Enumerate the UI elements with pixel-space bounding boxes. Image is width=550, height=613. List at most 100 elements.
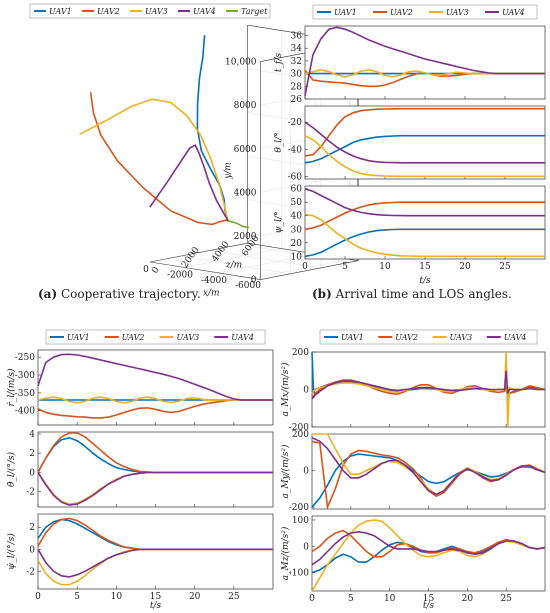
legend-box (319, 329, 538, 345)
legend-label-uav2: UAV2 (395, 333, 418, 342)
legend-label-uav2: UAV2 (122, 333, 145, 342)
x-tick-label: 5 (74, 592, 80, 602)
y-axis-label: y/m (224, 162, 234, 180)
grid-line (209, 250, 321, 269)
legend-label-uav3: UAV3 (145, 7, 168, 16)
y-tick-label: 30 (291, 70, 303, 80)
legend-label-uav3: UAV3 (177, 333, 200, 342)
x-tick-label: -6000 (235, 281, 261, 291)
caption-b: (b) Arrival time and LOS angles. (312, 287, 512, 301)
y-tick-label: 2000 (234, 232, 257, 242)
series-line-uav2 (311, 529, 546, 558)
series-line-uav4 (304, 187, 545, 217)
x-tick-label: 10 (111, 592, 123, 602)
panel-d-accelerations: UAV1 UAV2 UAV3 UAV4-2000200a_Mx/(m/s²)-2000… (280, 329, 546, 611)
y-tick-label: 60 (291, 185, 303, 195)
legend-label-uav1: UAV1 (334, 8, 357, 17)
y-tick-label: 40 (291, 212, 303, 222)
y-tick-label: -2 (26, 567, 35, 577)
x-tick-label: 10 (379, 262, 391, 272)
legend-label-uav3: UAV3 (450, 333, 473, 342)
series-line-uav1 (304, 134, 545, 164)
y-tick-label: 0 (303, 386, 309, 396)
y-axis-label: ψ_l/° (274, 212, 284, 234)
y-tick-label: -250 (15, 353, 35, 363)
series-line-uav4 (311, 530, 546, 566)
x-tick-label: -2000 (167, 270, 193, 280)
y-tick-label: -100 (289, 569, 309, 579)
x-tick-label: -4000 (201, 276, 227, 286)
y-tick-label: 0 (29, 468, 35, 478)
series-line-uav4 (37, 471, 273, 506)
axis-line (149, 261, 261, 280)
series-line-uav2 (304, 107, 545, 157)
y-axis-label: a_Mz/(m/s²) (280, 526, 291, 580)
z-tick-label: 2000 (180, 245, 201, 270)
grid-line (183, 248, 282, 268)
legend-label-uav1: UAV1 (49, 7, 72, 16)
x-axis-label: x/m (203, 289, 220, 299)
plot-area (37, 349, 274, 426)
legend-label-target: Target (241, 7, 268, 16)
y-tick-label: 36 (291, 32, 303, 42)
panel-c-los-rates: UAV1 UAV2 UAV3 UAV4-400-350-300-250ṙ_l/(m/s… (6, 329, 274, 611)
x-tick-label: 25 (228, 592, 240, 602)
series-line-uav2 (311, 379, 546, 399)
series-line-uav3 (304, 213, 545, 258)
series-line-uav2 (304, 201, 545, 231)
legend-label-uav2: UAV2 (97, 7, 120, 16)
x-tick-label: 20 (189, 592, 201, 602)
y-tick-label: 0 (303, 542, 309, 552)
series-line-uav1 (304, 228, 545, 258)
series-line-uav4 (37, 548, 273, 578)
y-axis-label: a_My/(m/s²) (280, 444, 291, 499)
x-tick-label: 0 (302, 262, 308, 272)
x-tick-label: 15 (423, 594, 435, 604)
z-tick-label: 0 (150, 265, 162, 276)
series-line-uav3 (312, 433, 546, 496)
legend-label-uav2: UAV2 (390, 8, 413, 17)
y-axis-label: t_f/s (274, 53, 284, 72)
series-line-uav4 (311, 370, 545, 400)
y-tick-label: 20 (291, 239, 303, 249)
trajectory-target (227, 220, 250, 229)
x-tick-label: 0 (35, 592, 41, 602)
series-line-uav3 (304, 134, 545, 178)
plot-area (304, 185, 546, 260)
x-tick-label: 10 (384, 594, 396, 604)
panel-b-arrival-los: UAV1 UAV2 UAV3 UAV4 26 28 30 32 34 36 t_f/s -60 -40 -… (274, 4, 546, 286)
x-tick-label: 15 (150, 592, 162, 602)
series-line-uav4 (37, 353, 273, 401)
plot-area (37, 513, 274, 590)
y-tick-label: 50 (291, 198, 303, 208)
trajectory-uav4 (149, 144, 229, 222)
x-tick-label: 25 (500, 594, 512, 604)
y-tick-label: 10 (291, 252, 303, 262)
y-tick-label: -200 (289, 423, 309, 433)
y-tick-label: 2 (29, 523, 35, 533)
y-tick-label: 26 (291, 95, 303, 105)
grid-line (217, 253, 316, 273)
y-tick-label: 32 (291, 57, 302, 67)
y-tick-label: -20 (288, 118, 303, 128)
legend-label-uav1: UAV1 (341, 333, 364, 342)
x-tick-label: 20 (462, 594, 474, 604)
x-axis-label: t/s (150, 601, 162, 611)
y-tick-label: 2 (29, 449, 35, 459)
y-tick-label: 200 (292, 348, 309, 358)
y-axis-label: θ_l/° (274, 132, 284, 152)
x-tick-label: 5 (348, 594, 354, 604)
plot-area (37, 431, 274, 508)
y-tick-label: 4 (29, 430, 35, 440)
y-tick-label: 0 (303, 467, 309, 477)
caption-b-letter: (b) (312, 287, 332, 301)
y-tick-label: -350 (15, 389, 35, 399)
legend-box (45, 329, 266, 345)
caption-b-text: Arrival time and LOS angles. (335, 287, 512, 301)
z-axis-label: z/m (225, 261, 242, 271)
y-axis-label: a_Mx/(m/s²) (280, 362, 291, 416)
y-tick-label: 100 (292, 516, 309, 526)
caption-a: (a) Cooperative trajectory. (38, 287, 201, 301)
x-tick-label: 0 (143, 265, 149, 275)
